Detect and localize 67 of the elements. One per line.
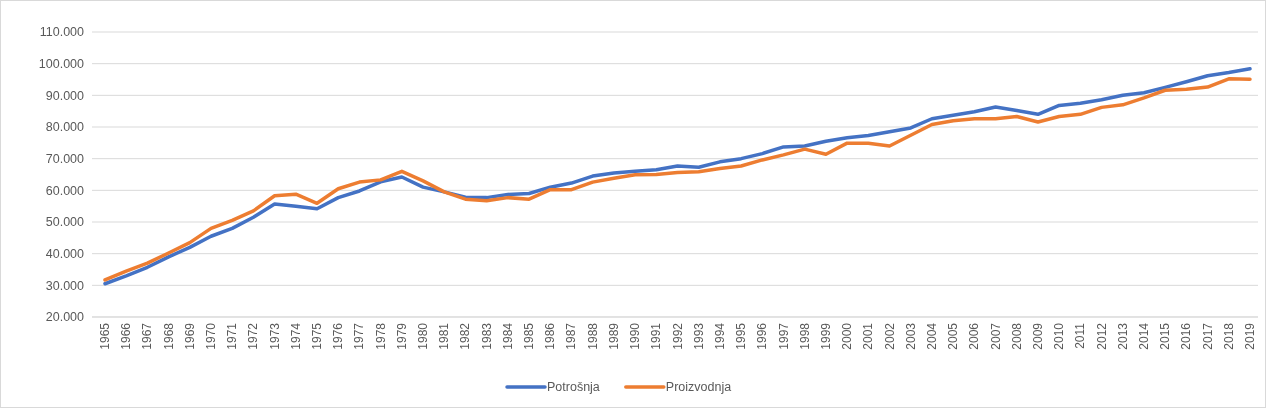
- x-tick-label: 2010: [1052, 322, 1067, 350]
- x-tick-label: 2002: [882, 322, 897, 350]
- x-tick-label: 1980: [416, 322, 431, 350]
- x-tick-label: 1976: [331, 322, 346, 350]
- x-tick-label: 1993: [691, 322, 706, 350]
- x-tick-label: 1981: [437, 322, 452, 350]
- x-tick-label: 1991: [649, 322, 664, 350]
- x-tick-label: 2012: [1094, 322, 1109, 350]
- x-tick-label: 1986: [543, 322, 558, 350]
- x-tick-label: 2007: [988, 322, 1003, 350]
- x-tick-label: 1995: [734, 322, 749, 350]
- x-tick-label: 2000: [840, 322, 855, 350]
- x-tick-label: 1966: [119, 322, 134, 350]
- x-tick-label: 2013: [1115, 322, 1130, 350]
- y-tick-label: 20.000: [45, 310, 85, 325]
- x-tick-label: 1989: [606, 322, 621, 350]
- x-tick-label: 1984: [500, 322, 515, 350]
- legend-label: Potrošnja: [547, 380, 600, 395]
- x-tick-label: 2014: [1136, 322, 1151, 350]
- x-tick-label: 1979: [394, 322, 409, 350]
- x-tick-label: 1985: [522, 322, 537, 350]
- legend-label: Proizvodnja: [665, 380, 732, 395]
- x-tick-label: 1967: [140, 322, 155, 350]
- x-tick-label: 1994: [712, 322, 727, 350]
- y-tick-label: 110.000: [39, 25, 85, 40]
- x-tick-label: 1971: [225, 322, 240, 350]
- x-tick-label: 2017: [1200, 322, 1215, 350]
- y-tick-label: 90.000: [45, 88, 85, 103]
- x-tick-label: 1968: [161, 322, 176, 350]
- x-tick-label: 1977: [352, 322, 367, 350]
- x-tick-label: 1987: [564, 322, 579, 350]
- x-tick-label: 1972: [246, 322, 261, 350]
- x-tick-label: 2008: [1009, 322, 1024, 350]
- x-tick-label: 2005: [946, 322, 961, 350]
- x-tick-label: 1983: [479, 322, 494, 350]
- y-tick-label: 70.000: [45, 152, 85, 167]
- y-tick-label: 50.000: [45, 215, 85, 230]
- x-tick-label: 1974: [288, 322, 303, 350]
- x-tick-label: 1975: [310, 322, 325, 350]
- x-tick-label: 2015: [1158, 322, 1173, 350]
- x-tick-label: 2003: [903, 322, 918, 350]
- x-tick-label: 1999: [818, 322, 833, 350]
- x-tick-label: 1988: [585, 322, 600, 350]
- x-tick-label: 2004: [924, 322, 939, 350]
- x-tick-label: 1969: [182, 322, 197, 350]
- x-tick-label: 2011: [1073, 322, 1088, 349]
- y-tick-label: 40.000: [45, 247, 85, 262]
- x-tick-label: 2001: [861, 322, 876, 350]
- x-tick-label: 1978: [373, 322, 388, 350]
- x-tick-label: 1990: [628, 322, 643, 350]
- x-tick-label: 1965: [98, 322, 112, 350]
- x-tick-label: 1970: [204, 322, 219, 350]
- x-tick-label: 1996: [755, 322, 770, 350]
- x-tick-label: 1982: [458, 322, 473, 350]
- y-tick-label: 30.000: [45, 278, 85, 293]
- x-tick-label: 1998: [797, 322, 812, 350]
- y-tick-label: 60.000: [45, 183, 85, 198]
- x-tick-label: 2019: [1243, 322, 1257, 350]
- y-tick-label: 100.000: [38, 57, 85, 72]
- x-tick-label: 2016: [1179, 322, 1194, 350]
- x-tick-label: 1997: [776, 322, 791, 350]
- x-tick-label: 2018: [1221, 322, 1236, 350]
- x-tick-label: 1992: [670, 322, 685, 350]
- x-tick-label: 1973: [267, 322, 282, 350]
- y-tick-label: 80.000: [45, 120, 85, 135]
- x-tick-label: 2006: [967, 322, 982, 350]
- x-tick-label: 2009: [1030, 322, 1045, 350]
